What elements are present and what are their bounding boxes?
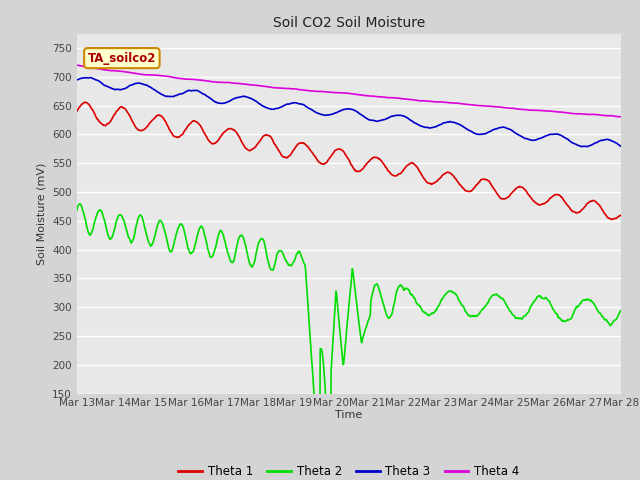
- Title: Soil CO2 Soil Moisture: Soil CO2 Soil Moisture: [273, 16, 425, 30]
- Text: TA_soilco2: TA_soilco2: [88, 51, 156, 65]
- Y-axis label: Soil Moisture (mV): Soil Moisture (mV): [36, 162, 47, 265]
- X-axis label: Time: Time: [335, 410, 362, 420]
- Legend: Theta 1, Theta 2, Theta 3, Theta 4: Theta 1, Theta 2, Theta 3, Theta 4: [173, 461, 524, 480]
